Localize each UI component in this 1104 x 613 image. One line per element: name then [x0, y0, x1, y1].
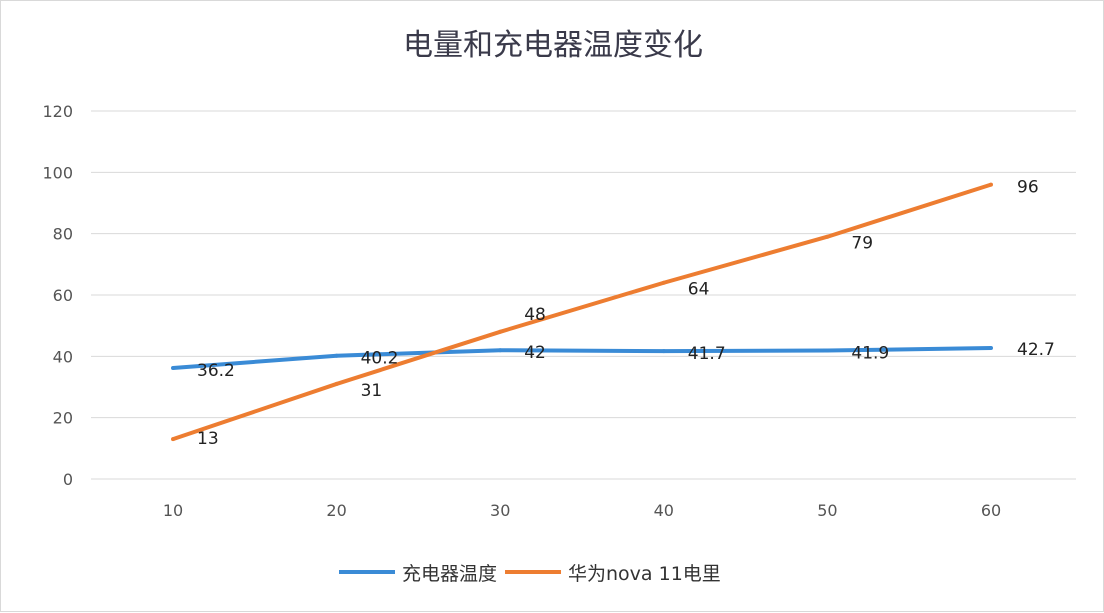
data-point	[498, 348, 503, 353]
data-point	[825, 348, 830, 353]
data-point	[989, 346, 993, 351]
series-line-1	[172, 346, 992, 370]
data-point	[825, 234, 830, 239]
data-label: 41.7	[688, 344, 726, 364]
x-tick-label: 60	[981, 501, 1001, 520]
y-tick-label: 60	[53, 286, 73, 305]
data-label: 96	[1017, 178, 1039, 198]
data-label: 41.9	[851, 344, 889, 364]
y-tick-label: 0	[63, 470, 73, 489]
series-line-2	[172, 182, 992, 442]
x-tick-label: 20	[326, 501, 346, 520]
data-label: 42	[524, 343, 546, 363]
chart-title: 电量和充电器温度变化	[403, 28, 703, 63]
data-point	[334, 353, 339, 358]
data-point	[661, 280, 666, 285]
data-point	[989, 182, 993, 187]
y-tick-label: 20	[53, 409, 73, 428]
data-label: 48	[524, 305, 546, 325]
y-tick-label: 100	[42, 163, 73, 182]
x-tick-label: 10	[163, 501, 183, 520]
legend-label: 充电器温度	[402, 563, 497, 585]
x-tick-label: 40	[654, 501, 674, 520]
data-label: 64	[688, 280, 710, 300]
data-label: 42.7	[1017, 340, 1055, 360]
data-point	[171, 437, 175, 442]
data-point	[661, 349, 666, 354]
x-tick-label: 30	[490, 501, 510, 520]
data-label: 79	[851, 234, 873, 254]
legend-label: 华为nova 11电里	[568, 563, 721, 585]
y-tick-label: 80	[53, 225, 73, 244]
data-label: 40.2	[361, 349, 399, 369]
y-tick-label: 40	[53, 347, 73, 366]
data-point	[171, 365, 175, 370]
x-tick-label: 50	[817, 501, 837, 520]
data-point	[334, 381, 339, 386]
data-label: 31	[361, 381, 383, 401]
data-label: 13	[197, 429, 219, 449]
data-point	[498, 329, 503, 334]
y-tick-label: 120	[42, 102, 73, 121]
data-label: 36.2	[197, 361, 235, 381]
